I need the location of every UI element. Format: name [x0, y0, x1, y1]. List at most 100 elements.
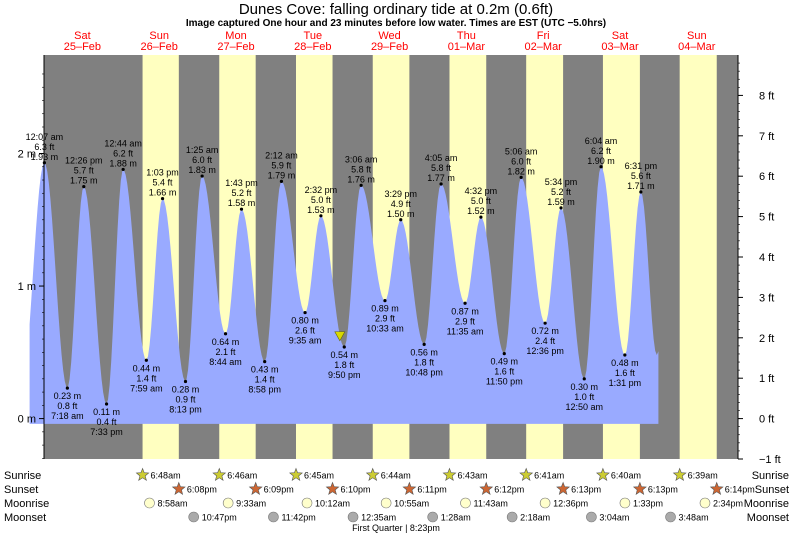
tide-feet-label: 5.2 ft	[551, 187, 572, 197]
moonrise-time: 12:36pm	[553, 499, 588, 509]
day-date: 03–Mar	[601, 41, 639, 53]
moonrise-time: 9:33am	[236, 499, 266, 509]
tide-time-label: 12:50 am	[566, 402, 604, 412]
right-tick-label: 8 ft	[759, 90, 774, 102]
tide-metres-label: 1.83 m	[188, 165, 216, 175]
tide-time-label: 2:32 pm	[305, 185, 338, 195]
tide-metres-label: 1.52 m	[467, 206, 495, 216]
tide-feet-label: 2.9 ft	[375, 314, 396, 324]
tide-extreme-point	[263, 360, 267, 364]
tide-time-label: 4:32 pm	[465, 186, 498, 196]
tide-feet-label: 5.0 ft	[471, 196, 492, 206]
tide-extreme-point	[599, 165, 603, 169]
tide-extreme-point	[479, 215, 483, 219]
tide-time-label: 12:07 am	[26, 132, 64, 142]
tide-feet-label: 0.8 ft	[57, 401, 78, 411]
tide-metres-label: 1.77 m	[427, 173, 455, 183]
tide-extreme-point	[543, 321, 547, 325]
sunrise-star-icon	[365, 467, 380, 481]
tide-time-label: 1:25 am	[186, 145, 219, 155]
sunset-time: 6:11pm	[417, 485, 446, 495]
tide-metres-label: 1.76 m	[347, 174, 375, 184]
day-date: 27–Feb	[217, 41, 254, 53]
tide-time-label: 1:31 pm	[609, 378, 642, 388]
tide-labels: 12:07 am6.3 ft1.93 m 0.23 m0.8 ft7:18 am 1…	[26, 132, 658, 437]
sunrise-star-icon	[672, 467, 687, 481]
day-name: Mon	[225, 30, 246, 42]
tide-feet-label: 5.9 ft	[271, 160, 292, 170]
tide-extreme-point	[463, 301, 467, 305]
moonset-time: 11:42pm	[281, 513, 315, 523]
sunset-row-label-left: Sunset	[4, 484, 38, 496]
day-date: 25–Feb	[64, 41, 101, 53]
tide-time-label: 7:18 am	[51, 411, 84, 421]
right-tick-label: 3 ft	[759, 292, 774, 304]
moonset-time: 10:47pm	[202, 513, 237, 523]
tide-metres-label: 0.30 m	[571, 382, 599, 392]
tide-feet-label: 2.9 ft	[455, 316, 476, 326]
tide-feet-label: 5.2 ft	[231, 188, 252, 198]
tide-time-label: 8:44 am	[209, 357, 242, 367]
sunrise-star-icon	[289, 467, 303, 481]
tide-feet-label: 1.6 ft	[615, 368, 636, 378]
chart-subtitle: Image captured One hour and 23 minutes b…	[186, 18, 606, 29]
tide-metres-label: 0.54 m	[331, 350, 359, 360]
sunrise-row-label-right: Sunrise	[752, 470, 789, 482]
day-name: Sun	[687, 30, 707, 42]
moonrise-moon-icon	[699, 497, 711, 509]
sunset-star-icon	[632, 481, 647, 495]
tide-time-label: 3:29 pm	[384, 189, 417, 199]
water-area	[29, 162, 659, 424]
sunset-star-icon	[171, 481, 186, 495]
tide-metres-label: 1.93 m	[31, 152, 59, 162]
tide-extreme-point	[183, 379, 188, 384]
tide-metres-label: 1.50 m	[387, 209, 415, 219]
tide-time-label: 1:43 pm	[225, 178, 258, 188]
tide-time-label: 6:04 am	[585, 136, 618, 146]
moonrise-time: 11:43am	[473, 499, 507, 509]
moonrise-moon-icon	[539, 497, 551, 509]
moonrise-moon-icon	[619, 497, 631, 509]
tide-extreme-point	[239, 207, 244, 211]
tide-feet-label: 4.9 ft	[391, 199, 412, 209]
tide-metres-label: 1.71 m	[627, 181, 655, 191]
left-tick-label: 1 m	[18, 281, 36, 293]
moonset-time: 3:04am	[599, 513, 629, 523]
tide-feet-label: 1.8 ft	[414, 357, 435, 367]
tide-metres-label: 1.82 m	[507, 166, 535, 176]
tide-extreme-point	[65, 386, 69, 390]
tide-feet-label: 2.4 ft	[535, 336, 556, 346]
tide-metres-label: 1.75 m	[70, 176, 98, 186]
tide-time-label: 12:44 am	[104, 138, 142, 148]
moonset-moon-icon	[665, 511, 676, 523]
sunset-star-icon	[325, 481, 340, 495]
sunrise-star-icon	[135, 467, 150, 481]
sunset-star-icon	[709, 481, 724, 495]
moonset-moon-icon	[188, 511, 200, 523]
tide-extreme-point	[144, 358, 148, 362]
tide-extreme-point	[439, 182, 443, 186]
tide-extreme-point	[639, 190, 643, 194]
tide-extreme-point	[342, 345, 346, 349]
tide-metres-label: 0.28 m	[172, 384, 200, 394]
right-tick-label: 2 ft	[759, 333, 774, 345]
tide-feet-label: 5.8 ft	[351, 164, 372, 174]
tide-feet-label: 0.9 ft	[175, 394, 196, 404]
tide-metres-label: 0.72 m	[531, 326, 559, 336]
moonset-moon-icon	[347, 511, 359, 523]
tide-metres-label: 0.23 m	[54, 391, 82, 401]
tide-extreme-point	[223, 332, 228, 336]
daylight-band	[679, 55, 717, 459]
tide-time-label: 12:26 pm	[65, 156, 103, 166]
sunrise-time: 6:39am	[688, 471, 718, 481]
sunset-time: 6:13pm	[648, 485, 678, 495]
moonset-moon-icon	[268, 511, 279, 523]
tide-time-label: 7:59 am	[130, 383, 163, 393]
tide-time-label: 2:12 am	[265, 150, 298, 160]
moonrise-moon-icon	[380, 497, 392, 509]
tide-feet-label: 5.8 ft	[431, 163, 452, 173]
sunset-time: 6:12pm	[494, 485, 524, 495]
tide-extreme-point	[519, 175, 523, 179]
tide-extreme-point	[422, 342, 426, 346]
